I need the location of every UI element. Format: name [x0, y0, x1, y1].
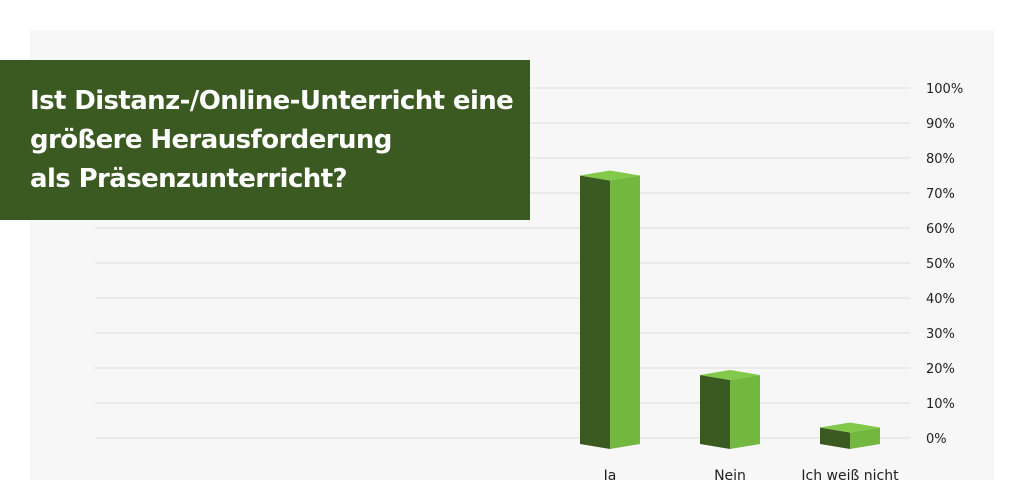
y-tick-label: 0%	[926, 432, 947, 447]
y-tick-label: 10%	[926, 397, 955, 412]
y-tick-label: 100%	[926, 82, 963, 97]
y-tick-label: 20%	[926, 362, 955, 377]
bar	[700, 370, 760, 449]
y-tick-label: 90%	[926, 117, 955, 132]
chart-title-box: Ist Distanz-/Online-Unterricht eine größ…	[0, 60, 530, 220]
chart-title-line-3: als Präsenzunterricht?	[30, 164, 348, 194]
bar-right-face	[730, 375, 760, 449]
chart-title-line-1: Ist Distanz-/Online-Unterricht eine	[30, 86, 514, 116]
y-tick-label: 50%	[926, 257, 955, 272]
bars	[580, 170, 880, 449]
bar-left-face	[580, 175, 610, 449]
bar-left-face	[700, 375, 730, 449]
x-category-label: Nein	[714, 468, 746, 480]
bar-top-face	[820, 422, 880, 433]
bar-top-face	[700, 370, 760, 380]
y-tick-label: 80%	[926, 152, 955, 167]
bar-right-face	[850, 427, 880, 449]
bar	[580, 170, 640, 449]
chart-title-line-2: größere Herausforderung	[30, 125, 392, 155]
y-tick-label: 30%	[926, 327, 955, 342]
y-tick-label: 60%	[926, 222, 955, 237]
x-category-label: Ich weiß nicht	[801, 468, 899, 480]
x-axis-labels: Ja Nein Ich weiß nicht	[603, 468, 899, 480]
y-tick-label: 40%	[926, 292, 955, 307]
y-axis-ticks: 0% 10% 20% 30% 40% 50% 60% 70% 80% 90% 100%	[926, 82, 963, 447]
bar	[820, 422, 880, 449]
bar-top-face	[580, 170, 640, 181]
bar-right-face	[610, 175, 640, 449]
y-tick-label: 70%	[926, 187, 955, 202]
x-category-label: Ja	[603, 468, 617, 480]
bar-left-face	[820, 427, 850, 449]
